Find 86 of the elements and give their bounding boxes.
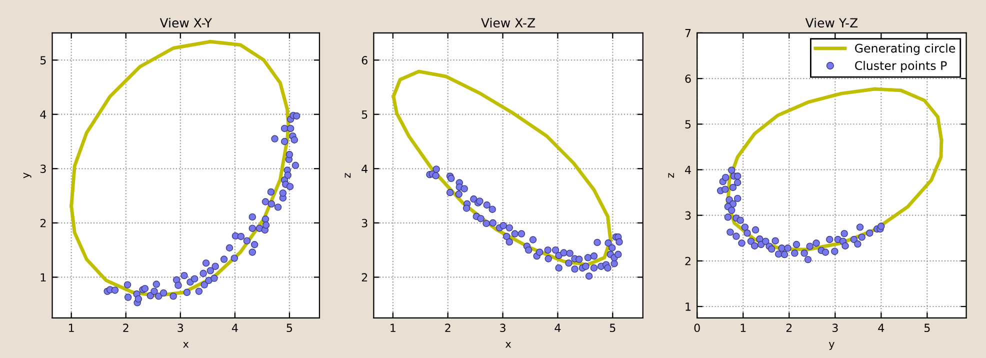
point [722,186,729,193]
x-axis-title: x [506,342,512,348]
y-tick-label: 6 [362,56,368,64]
chart-title: View Y-Z [805,18,858,28]
x-tick-label: 2 [123,324,128,332]
chart-title: View X-Z [481,18,536,28]
point [778,244,786,252]
point [792,240,800,248]
point [734,194,742,202]
y-tick-label: 1 [686,302,691,311]
point [866,229,874,237]
point [738,240,746,247]
y-tick-label: 3 [40,164,46,174]
y-axis-title: y [23,172,32,178]
point [826,236,834,244]
point [762,238,770,245]
point [850,236,858,244]
x-tick-label: 5 [924,324,930,332]
point [812,240,820,247]
point [842,242,849,250]
legend-label: Cluster points P [855,60,947,72]
x-tick-label: 5 [610,324,616,332]
x-tick-label: 3 [500,324,506,332]
point [722,174,730,182]
x-tick-label: 4 [232,324,238,332]
point [806,242,814,250]
x-tick-label: 2 [445,324,450,332]
point [747,238,755,245]
point [854,240,862,248]
y-tick-label: 2 [362,273,368,282]
y-tick-label: 1 [40,273,46,282]
x-tick-label: 3 [178,324,184,332]
y-tick-label: 5 [362,110,368,119]
y-tick-label: 7 [685,29,691,38]
y-tick-label: 5 [40,56,46,64]
point [768,245,776,253]
x-tick-label: 1 [390,324,396,332]
point [744,229,751,237]
y-tick-label: 5 [685,120,691,129]
point [878,222,885,230]
point [780,250,788,258]
y-tick-label: 3 [685,211,691,220]
x-tick-label: 0 [694,324,700,332]
y-tick-label: 3 [362,218,368,228]
point [856,224,864,231]
point [728,206,736,214]
y-tick-label: 4 [685,166,691,174]
point [741,224,749,231]
point [726,228,734,236]
point [728,166,736,174]
y-tick-label: 4 [40,110,46,119]
x-tick-label: 1 [69,324,74,332]
point [734,178,742,186]
point [732,232,740,240]
y-tick-label: 6 [685,74,691,83]
y-tick-label: 2 [40,218,46,228]
y-tick-label: 4 [362,164,368,173]
point [831,248,838,255]
point [734,172,742,180]
point [752,226,760,234]
y-axis-title: z [344,173,351,178]
x-axis-title: x [183,342,189,348]
y-axis-title: z [668,173,674,178]
point [822,248,830,256]
point [774,250,782,258]
x-tick-label: 3 [832,324,838,332]
point [804,256,812,264]
legend-label: Generating circle [855,44,956,55]
x-axis-title: y [828,342,834,350]
x-tick-label: 1 [740,324,746,332]
point [772,237,779,244]
x-tick-label: 2 [786,324,792,332]
point [784,244,792,252]
chart-title: View X-Y [160,18,212,28]
point [736,216,744,224]
point [840,230,848,238]
point [858,234,866,241]
x-tick-label: 4 [554,324,561,332]
point [791,250,798,257]
point [800,250,808,257]
point [729,184,737,192]
point [751,242,758,250]
y-tick-label: 2 [685,256,690,266]
x-tick-label: 4 [878,324,884,332]
x-tick-label: 5 [286,324,292,332]
point [724,214,732,221]
